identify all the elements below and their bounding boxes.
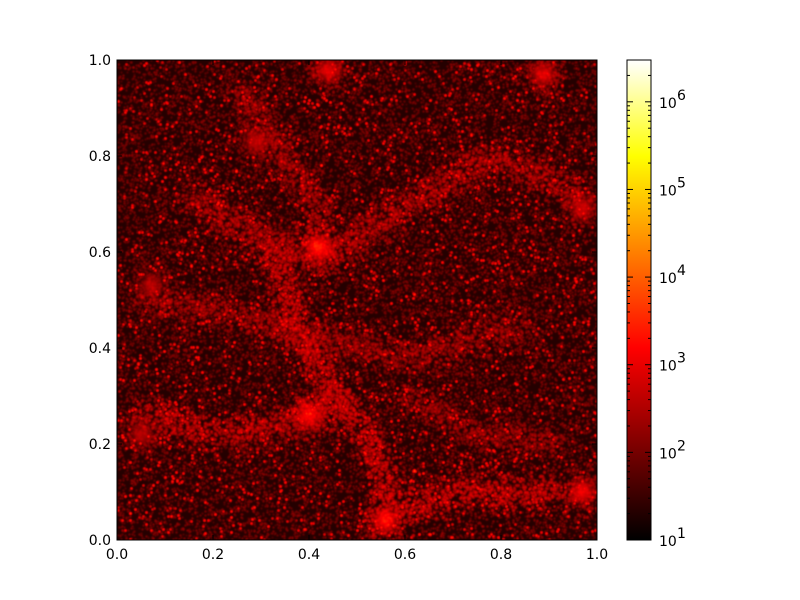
colorbar-tick-exponent: 2 [677,438,686,454]
colorbar-tick-label: 10 1 [659,526,686,550]
colorbar-tick-base: 10 [659,534,677,550]
colorbar-tick-exponent: 4 [677,263,686,279]
colorbar-frame [626,59,652,541]
x-axis: 0.0 0.2 0.4 0.6 0.8 1.0 [106,60,608,563]
plot-area [116,59,598,541]
colorbar-tick-base: 10 [659,359,677,375]
plot-frame [116,59,598,541]
y-tick-label: 0.8 [89,149,111,165]
y-tick-label: 0.4 [89,341,111,357]
colorbar-tick-exponent: 6 [677,88,686,104]
colorbar-tick-exponent: 3 [677,351,686,367]
colorbar-tick-base: 10 [659,446,677,462]
colorbar-tick-base: 10 [659,183,677,199]
colorbar-tick-label: 10 2 [659,438,686,462]
y-tick-label: 0.6 [89,245,111,261]
colorbar-tick-label: 10 3 [659,351,686,375]
colorbar-tick-base: 10 [659,271,677,287]
colorbar-tick-label: 10 6 [659,88,686,112]
colorbar-tick-label: 10 4 [659,263,686,287]
y-tick-label: 0.2 [89,437,111,453]
density-heatmap [117,60,597,540]
x-tick-label: 0.8 [490,547,512,563]
colorbar-tick-label: 10 5 [659,175,686,199]
x-tick-label: 0.4 [298,547,320,563]
y-tick-label: 1.0 [89,53,111,69]
x-tick-label: 1.0 [586,547,608,563]
colorbar-tick-exponent: 5 [677,175,686,191]
colorbar-gradient [627,60,651,540]
y-axis: 0.0 0.2 0.4 0.6 0.8 1.0 [89,53,597,549]
y-tick-label: 0.0 [89,533,111,549]
x-tick-label: 0.6 [394,547,416,563]
x-tick-label: 0.0 [106,547,128,563]
x-tick-label: 0.2 [202,547,224,563]
colorbar-tick-base: 10 [659,96,677,112]
heatmap-image-container [117,60,597,540]
colorbar-tick-exponent: 1 [677,526,686,542]
